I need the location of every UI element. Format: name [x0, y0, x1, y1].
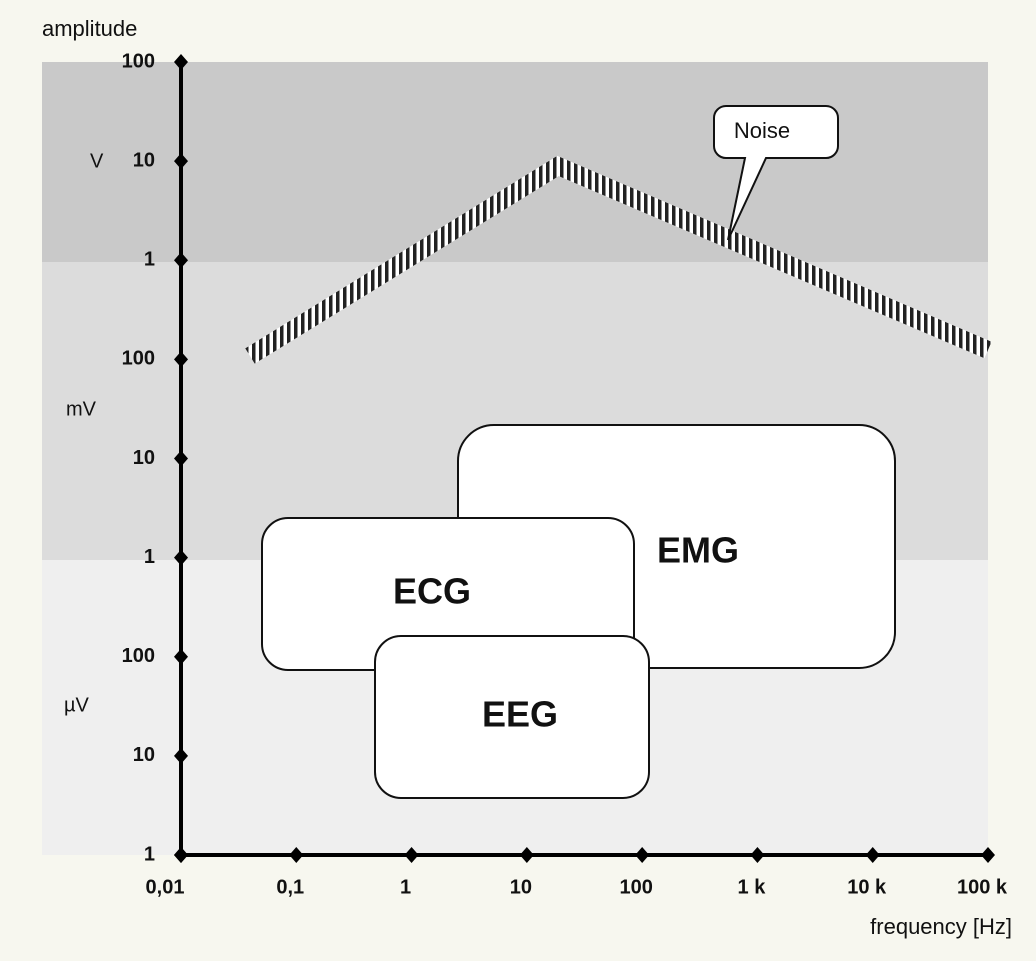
tick-mark: [174, 252, 188, 269]
tick-mark: [635, 847, 650, 863]
x-tick-label: 10 k: [847, 876, 887, 898]
tick-mark: [174, 153, 188, 170]
tick-mark: [750, 847, 765, 863]
y-tick-label: 1: [144, 249, 155, 271]
volt-band: [42, 62, 988, 262]
tick-mark: [174, 648, 188, 665]
tick-mark: [519, 847, 534, 863]
y-tick-label: 10: [133, 447, 155, 469]
tick-mark: [981, 847, 995, 863]
x-tick-label: 1: [400, 876, 411, 898]
y-tick-label: 100: [122, 645, 155, 667]
region-label: EMG: [657, 530, 739, 571]
tick-mark: [174, 54, 188, 70]
tick-mark: [174, 747, 188, 764]
tick-mark: [174, 549, 188, 566]
eeg-region: [374, 635, 650, 799]
tick-mark: [404, 847, 419, 863]
y-tick-label: 10: [133, 149, 155, 171]
x-tick-label: 1 k: [738, 876, 767, 898]
region-label: ECG: [393, 571, 471, 612]
x-tick-label: 10: [510, 876, 532, 898]
tick-mark: [174, 450, 188, 467]
tick-mark: [289, 847, 304, 863]
unit-label: mV: [66, 398, 97, 420]
x-axis-title: frequency [Hz]: [870, 914, 1012, 939]
x-tick-label: 100 k: [957, 876, 1008, 898]
unit-label: µV: [64, 694, 90, 716]
tick-mark: [865, 847, 880, 863]
y-tick-label: 100: [122, 348, 155, 370]
x-tick-label: 0,1: [276, 876, 304, 898]
y-axis-title: amplitude: [42, 16, 137, 41]
y-tick-label: 1: [144, 843, 155, 865]
tick-mark: [174, 847, 188, 863]
tick-mark: [174, 351, 188, 368]
noise-band: [245, 155, 992, 364]
x-tick-label: 100: [619, 876, 652, 898]
unit-label: V: [90, 150, 104, 172]
y-tick-label: 100: [122, 50, 155, 72]
noise-callout: [713, 105, 839, 241]
noise-label: Noise: [734, 118, 790, 143]
y-tick-label: 10: [133, 744, 155, 766]
x-tick-label: 0,01: [146, 876, 185, 898]
y-tick-label: 1: [144, 546, 155, 568]
region-label: EEG: [482, 694, 558, 735]
